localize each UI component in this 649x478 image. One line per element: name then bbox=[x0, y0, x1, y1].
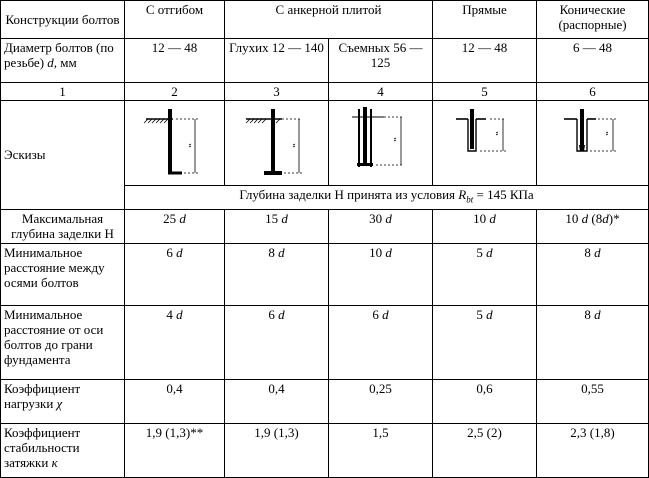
min-edge-v4: 5 d bbox=[432, 304, 538, 380]
sketch-straight-cell bbox=[432, 100, 538, 186]
diameter-v2: Глухих 12 — 140 bbox=[224, 38, 329, 83]
max-depth-label: Максимальная глубина заделки Н bbox=[0, 208, 125, 244]
diameter-label: Диаметр болтов (по резьбе) d, мм bbox=[0, 38, 125, 83]
depth-note: Глубина заделки Н принята из условия Rbt… bbox=[123, 185, 649, 210]
min-axes-v4: 5 d bbox=[432, 242, 538, 306]
sketch-plate-removable-cell bbox=[327, 100, 434, 186]
stab-coef-v4: 2,5 (2) bbox=[432, 422, 538, 478]
sketch-straight-bolt bbox=[455, 109, 506, 152]
num-6: 6 bbox=[536, 82, 649, 101]
sketch-row: Эскизы bbox=[0, 100, 649, 210]
load-coef-v3: 0,25 bbox=[327, 378, 434, 424]
header-col1: С отгибом bbox=[124, 0, 225, 39]
load-coef-v5: 0,55 bbox=[536, 378, 649, 424]
diameter-v4: 12 — 48 bbox=[432, 38, 538, 83]
min-edge-v1: 4 d bbox=[124, 304, 225, 380]
diameter-row: Диаметр болтов (по резьбе) d, мм 12 — 48… bbox=[0, 38, 649, 83]
sketch-label: Эскизы bbox=[0, 100, 125, 210]
header-col0: Конструкции болтов bbox=[0, 0, 125, 39]
header-col3: Прямые bbox=[432, 0, 538, 39]
stab-coef-v1: 1,9 (1,3)** bbox=[124, 422, 225, 478]
sketch-conical-bolt bbox=[563, 109, 616, 152]
load-coef-v4: 0,6 bbox=[432, 378, 538, 424]
max-depth-row: Максимальная глубина заделки Н 25 d 15 d… bbox=[0, 208, 649, 244]
stab-coef-label: Коэффициент стабильности затяжки к bbox=[0, 422, 125, 478]
max-depth-v3: 30 d bbox=[327, 208, 434, 244]
load-coef-label: Коэффициент нагрузки χ bbox=[0, 378, 125, 424]
num-1: 1 bbox=[0, 82, 125, 101]
diameter-v1: 12 — 48 bbox=[124, 38, 225, 83]
load-coef-row: Коэффициент нагрузки χ 0,4 0,4 0,25 0,6 … bbox=[0, 378, 649, 424]
sketch-conical-cell bbox=[536, 100, 649, 186]
min-edge-v5: 8 d bbox=[536, 304, 649, 380]
min-axes-label: Минимальное расстояние между осями болто… bbox=[0, 242, 125, 306]
number-row: 1 2 3 4 5 6 bbox=[0, 82, 649, 101]
stab-coef-row: Коэффициент стабильности затяжки к 1,9 (… bbox=[0, 422, 649, 478]
min-axes-v3: 10 d bbox=[327, 242, 434, 306]
diameter-v3: Съемных 56 — 125 bbox=[327, 38, 434, 83]
stab-coef-v3: 1,5 bbox=[327, 422, 434, 478]
sketch-bent-cell bbox=[124, 100, 225, 186]
num-3: 3 bbox=[224, 82, 329, 101]
min-axes-row: Минимальное расстояние между осями болто… bbox=[0, 242, 649, 306]
min-edge-label: Минимальное расстояние от оси болтов до … bbox=[0, 304, 125, 380]
min-axes-v5: 8 d bbox=[536, 242, 649, 306]
min-edge-v2: 6 d bbox=[224, 304, 329, 380]
sketch-plate-blind-cell bbox=[224, 100, 329, 186]
max-depth-v4: 10 d bbox=[432, 208, 538, 244]
max-depth-v5: 10 d (8d)* bbox=[536, 208, 649, 244]
max-depth-v1: 25 d bbox=[124, 208, 225, 244]
stab-coef-v5: 2,3 (1,8) bbox=[536, 422, 649, 478]
min-edge-v3: 6 d bbox=[327, 304, 434, 380]
min-axes-v1: 6 d bbox=[124, 242, 225, 306]
sketch-plate-bolt-removable bbox=[351, 107, 404, 167]
header-col4: Конические (распорные) bbox=[536, 0, 649, 39]
num-5: 5 bbox=[432, 82, 538, 101]
num-4: 4 bbox=[327, 82, 434, 101]
diameter-v5: 6 — 48 bbox=[536, 38, 649, 83]
header-col2: С анкерной плитой bbox=[223, 0, 434, 39]
load-coef-v1: 0,4 bbox=[124, 378, 225, 424]
num-2: 2 bbox=[124, 82, 225, 101]
max-depth-v2: 15 d bbox=[224, 208, 329, 244]
min-axes-v2: 8 d bbox=[224, 242, 329, 306]
min-edge-row: Минимальное расстояние от оси болтов до … bbox=[0, 304, 649, 380]
sketch-bent-bolt bbox=[143, 109, 198, 175]
stab-coef-v2: 1,9 (1,3) bbox=[224, 422, 329, 478]
sketch-plate-bolt-blind bbox=[245, 109, 302, 175]
load-coef-v2: 0,4 bbox=[224, 378, 329, 424]
header-row: Конструкции болтов С отгибом С анкерной … bbox=[0, 0, 649, 39]
